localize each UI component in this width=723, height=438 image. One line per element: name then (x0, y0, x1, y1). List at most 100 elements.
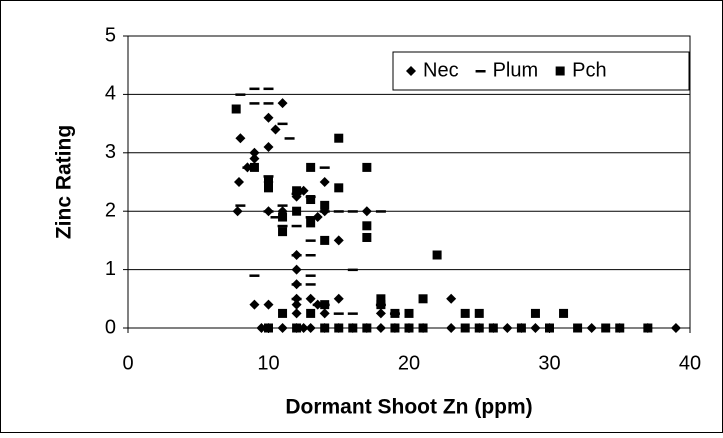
point (418, 294, 428, 304)
point (249, 87, 260, 91)
x-axis-title: Dormant Shoot Zn (ppm) (285, 396, 532, 419)
point (277, 323, 288, 333)
point (320, 200, 330, 210)
point (249, 147, 260, 158)
point (298, 323, 309, 333)
point (292, 186, 302, 196)
point (361, 206, 372, 217)
point (270, 216, 281, 219)
point (446, 293, 457, 304)
point (263, 112, 274, 123)
point (530, 323, 541, 333)
point (305, 293, 316, 304)
legend-label: Plum (493, 59, 539, 81)
point (305, 283, 316, 286)
legend (392, 51, 690, 91)
point (291, 308, 302, 319)
y-tick-label: 0 (105, 316, 116, 338)
point (312, 303, 323, 307)
point (278, 308, 288, 318)
point (362, 162, 372, 172)
point (586, 323, 597, 333)
point (249, 153, 260, 164)
point (348, 323, 358, 333)
y-axis-title: Zinc Rating (53, 125, 76, 239)
point (305, 274, 316, 277)
point (643, 323, 653, 333)
point (362, 232, 372, 242)
point (573, 323, 583, 333)
point (460, 323, 470, 333)
point (263, 175, 274, 178)
point (333, 293, 344, 304)
point (235, 204, 246, 207)
point (347, 312, 358, 315)
point (474, 308, 484, 318)
point (333, 235, 344, 246)
point (347, 268, 358, 272)
point (277, 224, 288, 228)
point (235, 93, 246, 96)
x-tick-label: 10 (257, 352, 279, 374)
point (319, 166, 330, 169)
point (312, 212, 323, 223)
point (306, 162, 316, 172)
point (390, 308, 400, 318)
x-tick-label: 20 (398, 352, 420, 374)
point (277, 98, 288, 109)
point (334, 323, 344, 333)
point (263, 210, 274, 213)
point (277, 204, 288, 207)
point (474, 323, 484, 333)
legend-label: Nec (423, 59, 459, 81)
point (305, 216, 316, 219)
point (545, 323, 554, 333)
x-tick-label: 0 (122, 352, 133, 374)
point (319, 210, 330, 213)
point (390, 323, 400, 333)
point (305, 323, 316, 333)
legend-marker (555, 66, 565, 76)
point (516, 323, 526, 333)
y-tick-label: 2 (105, 199, 116, 221)
point (320, 323, 330, 333)
point (264, 177, 273, 187)
point (404, 308, 414, 318)
point (232, 206, 243, 217)
point (376, 300, 386, 310)
point (362, 323, 372, 333)
point (291, 254, 302, 257)
point (270, 124, 281, 135)
point (292, 206, 302, 216)
point (306, 218, 316, 228)
point (347, 210, 358, 213)
legend-marker (406, 66, 416, 76)
point (418, 323, 428, 333)
point (264, 323, 273, 333)
point (249, 299, 260, 310)
point (305, 239, 316, 242)
point (334, 133, 344, 143)
y-tick-label: 5 (105, 24, 116, 46)
point (291, 264, 302, 275)
y-tick-label: 4 (105, 83, 116, 105)
point (277, 122, 288, 126)
point (291, 224, 302, 228)
point (263, 299, 274, 310)
point (320, 235, 330, 245)
point (319, 308, 330, 319)
point (263, 87, 274, 91)
point (278, 212, 288, 222)
point (375, 308, 386, 319)
point (333, 312, 344, 315)
point (376, 294, 386, 304)
point (320, 300, 330, 310)
point (231, 104, 241, 114)
point (249, 102, 260, 105)
y-tick-label: 3 (105, 141, 116, 163)
point (615, 323, 625, 333)
point (242, 166, 253, 169)
point (601, 323, 611, 333)
point (278, 227, 288, 237)
